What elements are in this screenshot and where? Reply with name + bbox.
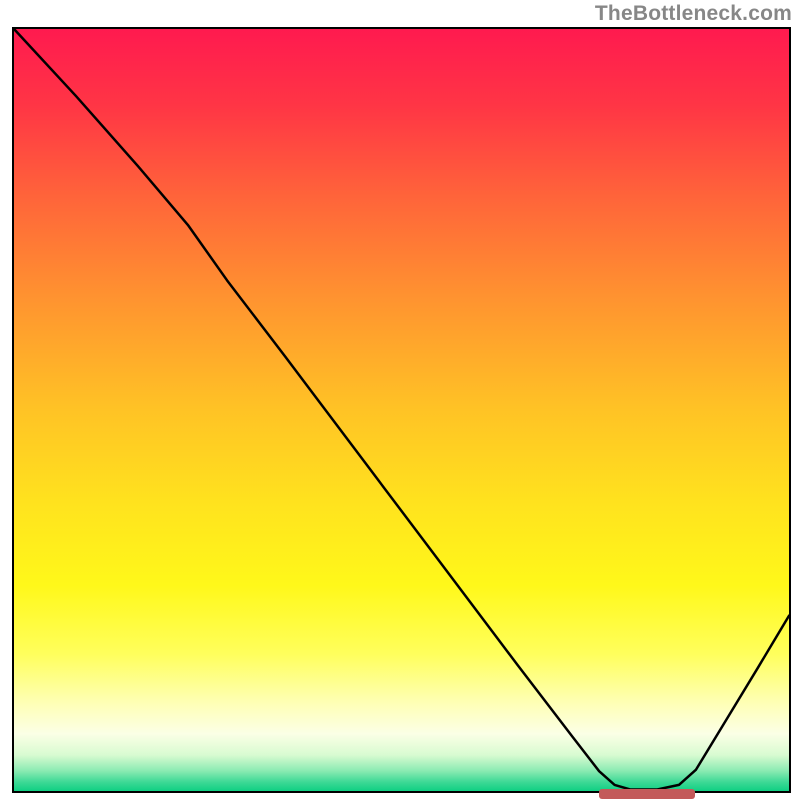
optimal-range-marker — [599, 789, 695, 799]
chart-container: TheBottleneck.com — [0, 0, 800, 800]
plot-area — [12, 27, 791, 793]
watermark-text: TheBottleneck.com — [595, 2, 792, 26]
bottleneck-curve — [14, 29, 789, 791]
